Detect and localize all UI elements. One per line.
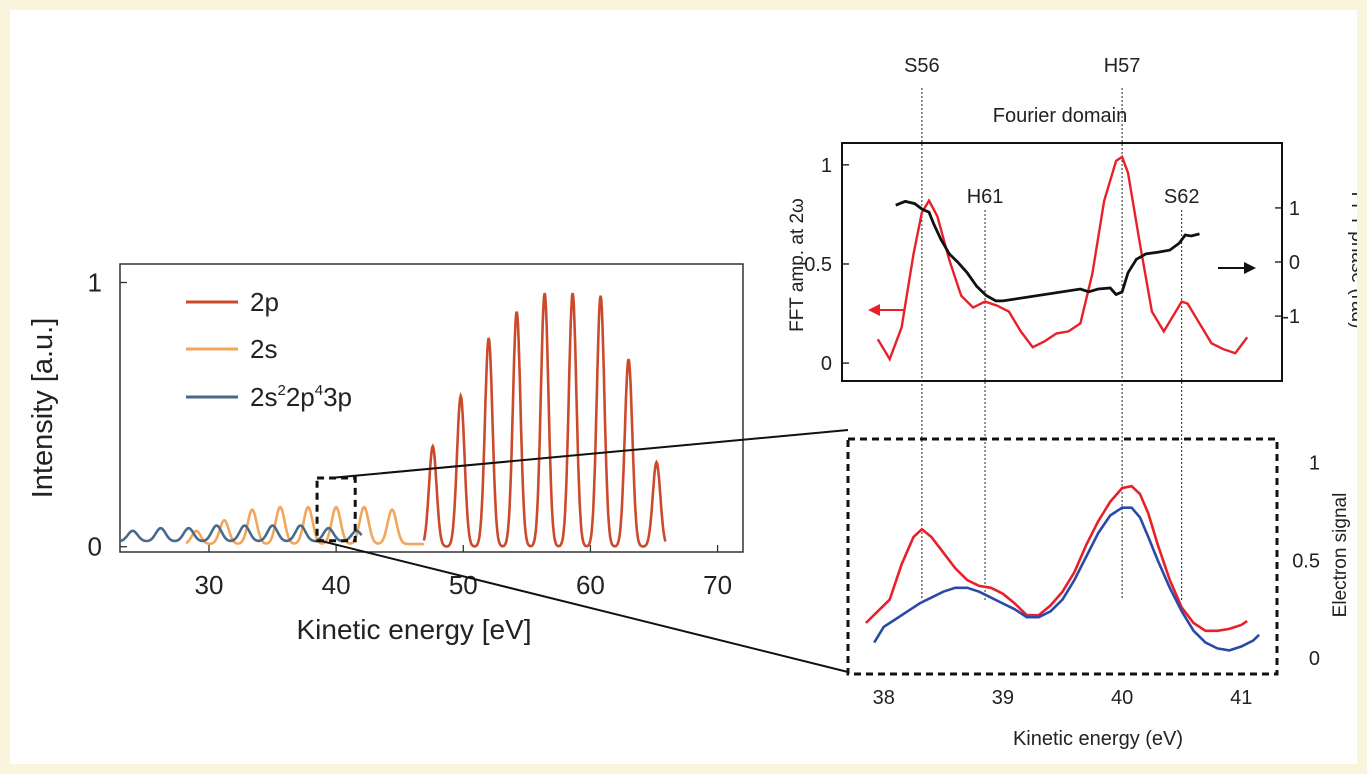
- harmonic-label: S56: [904, 55, 940, 77]
- x-tick-label: 60: [576, 570, 605, 600]
- electron-signal-red-line: [864, 484, 1248, 633]
- series-line-2s: [185, 505, 424, 546]
- y-tick-label: 0: [88, 532, 102, 562]
- x-axis-label: Kinetic energy [eV]: [296, 614, 531, 645]
- legend-label-part: 3p: [323, 382, 352, 412]
- figure: 30 40 50 60 70 0 1 Kinetic energy [eV] Intensity…: [10, 10, 1357, 764]
- y-tick-label: 1: [1309, 453, 1320, 475]
- y-tick-label: 0.5: [804, 254, 832, 276]
- x-tick-label: 38: [873, 687, 895, 709]
- y-tick-label: 0: [821, 353, 832, 375]
- y-tick-label: 1: [821, 155, 832, 177]
- x-tick-label: 41: [1230, 687, 1252, 709]
- legend-label: 2s: [250, 334, 277, 364]
- x-tick-label: 40: [1111, 687, 1133, 709]
- zoom-connector: [319, 539, 849, 673]
- y-axis-label: FFT amp. at 2ω: [787, 198, 808, 332]
- y-tick-label: 0: [1309, 648, 1320, 670]
- fft-phase-line: [895, 199, 1200, 303]
- harmonic-label: H57: [1104, 55, 1141, 77]
- legend-label-part: 4: [315, 382, 323, 399]
- electron-plot-frame: [846, 437, 1279, 676]
- legend-label-part: 2: [277, 382, 285, 399]
- y-axis-label: Electron signal: [1330, 493, 1351, 618]
- y-right-tick-label: 1: [1289, 198, 1300, 220]
- y-right-axis-label: FFT phase (rad): [1347, 192, 1357, 329]
- y-right-tick-label: -1: [1282, 306, 1300, 328]
- harmonic-label: S62: [1164, 186, 1200, 208]
- y-tick-label: 0.5: [1292, 550, 1320, 572]
- x-tick-label: 40: [322, 570, 351, 600]
- fft-amplitude-line: [876, 155, 1249, 362]
- left-axis-arrowhead: [868, 304, 880, 316]
- series-line-2p: [422, 292, 667, 548]
- right-axis-arrowhead: [1244, 262, 1256, 274]
- x-tick-label: 30: [195, 570, 224, 600]
- x-tick-label: 50: [449, 570, 478, 600]
- y-axis-label: Intensity [a.u.]: [27, 318, 59, 499]
- x-tick-label: 70: [703, 570, 732, 600]
- legend-label: 2p: [250, 287, 279, 317]
- chart-title: Fourier domain: [993, 105, 1128, 127]
- legend-label-part: 2s: [250, 382, 277, 412]
- harmonic-label: H61: [967, 186, 1004, 208]
- legend-label: 2s22p43p: [250, 382, 352, 412]
- electron-signal-blue-line: [873, 506, 1261, 652]
- y-right-tick-label: 0: [1289, 252, 1300, 274]
- left-plot-frame: [119, 263, 744, 553]
- x-axis-label: Kinetic energy (eV): [1013, 728, 1183, 750]
- zoom-box: [315, 476, 357, 543]
- zoom-connector: [330, 429, 849, 480]
- series-line-3p: [119, 524, 363, 543]
- legend-label-part: 2p: [286, 382, 315, 412]
- y-tick-label: 1: [88, 267, 102, 297]
- x-tick-label: 39: [992, 687, 1014, 709]
